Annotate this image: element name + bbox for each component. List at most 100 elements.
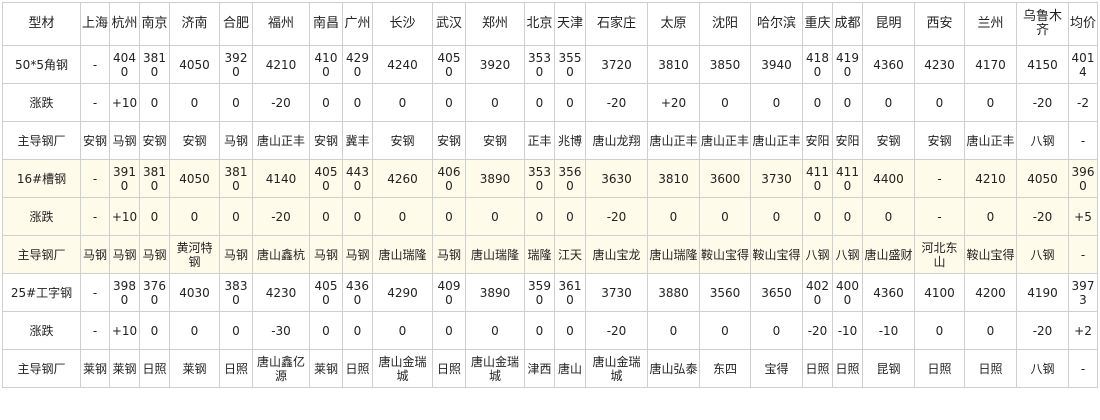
table-cell: 唐山正丰	[750, 121, 803, 160]
table-cell: -	[80, 311, 110, 350]
table-cell: 0	[465, 197, 525, 236]
table-cell: 0	[432, 311, 466, 350]
row-label: 16#槽钢	[2, 159, 81, 198]
table-cell: 唐山金瑞城	[585, 349, 648, 388]
table-cell: 0	[802, 83, 833, 122]
table-cell: -2	[1068, 83, 1098, 122]
table-cell: 安钢	[862, 121, 915, 160]
table-cell: 0	[699, 83, 751, 122]
header-cell: 沈阳	[699, 2, 751, 46]
table-cell: 马钢	[219, 121, 253, 160]
table-cell: 3890	[465, 159, 525, 198]
table-cell: 日照	[964, 349, 1017, 388]
table-cell: 0	[554, 197, 586, 236]
table-cell: 唐山龙翔	[585, 121, 648, 160]
table-cell: 4200	[964, 273, 1017, 312]
table-cell: 0	[139, 83, 170, 122]
header-cell: 西安	[914, 2, 965, 46]
table-cell: 3560	[554, 159, 586, 198]
header-cell: 太原	[647, 2, 700, 46]
table-row: 25#工字钢 -3980 3760 4030 3830 4230 4050 4360 4290 4…	[2, 273, 1098, 312]
table-cell: 4060	[432, 159, 466, 198]
table-cell: 4110	[802, 159, 833, 198]
table-cell: +10	[109, 311, 140, 350]
header-cell: 武汉	[432, 2, 466, 46]
table-cell: 正丰	[524, 121, 555, 160]
table-cell: 4140	[252, 159, 310, 198]
table-cell: -	[80, 83, 110, 122]
row-label: 50*5角钢	[2, 45, 81, 84]
table-cell: -20	[252, 197, 310, 236]
header-cell: 广州	[342, 2, 373, 46]
header-cell: 杭州	[109, 2, 140, 46]
table-cell: 4360	[862, 45, 915, 84]
table-row: 涨跌 - +10 0 0 0 -30 0 0 0 0 0 0 0 -20 0 0 0 -20 -10 -10 0 0 -20 +…	[2, 311, 1098, 350]
table-cell: 3810	[219, 159, 253, 198]
table-cell: 唐山正丰	[252, 121, 310, 160]
header-cell: 上海	[80, 2, 110, 46]
table-cell: 唐山瑞隆	[465, 235, 525, 274]
table-cell: 马钢	[139, 235, 170, 274]
table-cell: 0	[964, 311, 1017, 350]
table-cell: -10	[832, 311, 863, 350]
table-cell: -	[1068, 349, 1098, 388]
table-cell: -10	[862, 311, 915, 350]
table-cell: 3530	[524, 159, 555, 198]
table-cell: 4210	[964, 159, 1017, 198]
table-cell: 3590	[524, 273, 555, 312]
table-cell: +5	[1068, 197, 1098, 236]
table-cell: -	[80, 159, 110, 198]
table-cell: 鞍山宝得	[750, 235, 803, 274]
table-cell: 0	[964, 197, 1017, 236]
table-cell: 唐山金瑞城	[465, 349, 525, 388]
table-cell: 日照	[432, 349, 466, 388]
table-row: 主导钢厂 安钢 马钢 安钢 安钢 马钢 唐山正丰 安钢 冀丰 安钢 安钢 安钢 正丰 兆博 唐山龙翔 唐山正丰…	[2, 121, 1098, 160]
table-cell: 安钢	[914, 121, 965, 160]
table-cell: 日照	[832, 349, 863, 388]
row-label: 主导钢厂	[2, 235, 81, 274]
header-cell: 南昌	[309, 2, 343, 46]
row-label: 涨跌	[2, 83, 81, 122]
table-cell: 4290	[342, 45, 373, 84]
table-cell: 江天	[554, 235, 586, 274]
table-cell: 0	[372, 197, 433, 236]
table-cell: -20	[1016, 311, 1069, 350]
table-cell: 0	[372, 311, 433, 350]
table-cell: 3830	[219, 273, 253, 312]
table-cell: +2	[1068, 311, 1098, 350]
table-cell: -20	[252, 83, 310, 122]
table-cell: 4260	[372, 159, 433, 198]
table-row: 涨跌 - +10 0 0 0 -20 0 0 0 0 0 0 0 -20 +20 0 0 0 0 0 0 0 -20 -2	[2, 83, 1098, 122]
table-cell: 0	[524, 197, 555, 236]
table-cell: 马钢	[109, 235, 140, 274]
table-cell: 0	[432, 197, 466, 236]
table-cell: 3810	[647, 45, 700, 84]
table-cell: 3880	[647, 273, 700, 312]
table-cell: -20	[585, 197, 648, 236]
table-cell: 4150	[1016, 45, 1069, 84]
table-row: 主导钢厂 莱钢 莱钢 日照 莱钢 日照 唐山鑫亿源 莱钢 日照 唐山金瑞城 日照 唐山金瑞城 津西 唐山唐…	[2, 349, 1098, 388]
table-cell: 4430	[342, 159, 373, 198]
table-cell: 4230	[914, 45, 965, 84]
table-cell: 鞍山宝得	[699, 235, 751, 274]
table-cell: -	[914, 159, 965, 198]
table-cell: 4110	[832, 159, 863, 198]
table-cell: 安钢	[372, 121, 433, 160]
table-cell: 唐山鑫亿源	[252, 349, 310, 388]
table-cell: 河北东山	[914, 235, 965, 274]
header-cell: 长沙	[372, 2, 433, 46]
table-cell: 0	[372, 83, 433, 122]
table-cell: 0	[342, 311, 373, 350]
table-cell: 唐山宝龙	[585, 235, 648, 274]
table-cell: 马钢	[219, 235, 253, 274]
table-cell: 0	[342, 83, 373, 122]
table-cell: 0	[524, 311, 555, 350]
table-cell: 4360	[342, 273, 373, 312]
table-cell: 0	[862, 197, 915, 236]
table-cell: 日照	[139, 349, 170, 388]
table-cell: 0	[524, 83, 555, 122]
table-cell: 3530	[524, 45, 555, 84]
table-cell: 0	[647, 311, 700, 350]
header-cell: 合肥	[219, 2, 253, 46]
table-cell: 瑞隆	[524, 235, 555, 274]
